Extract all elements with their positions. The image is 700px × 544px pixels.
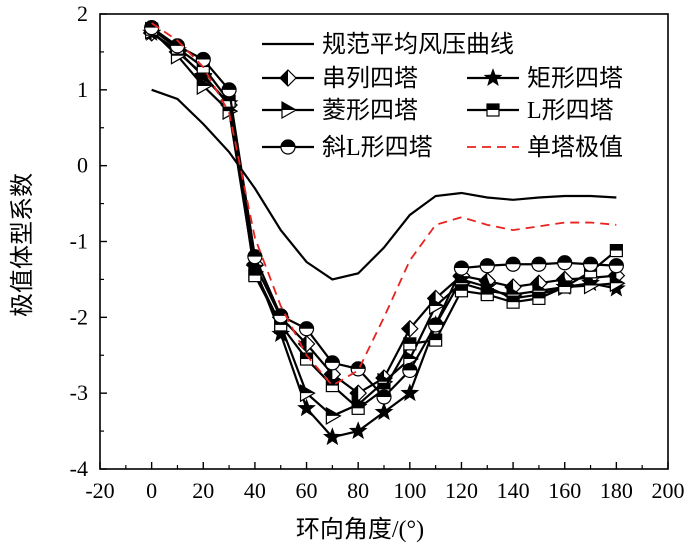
x-tick-label: 100: [393, 478, 426, 503]
series-layer: [142, 20, 626, 446]
data-point-fill: [403, 351, 418, 360]
legend-entry: 斜L形四塔: [262, 134, 433, 161]
x-tick-label: 0: [146, 478, 157, 503]
data-point-fill: [558, 281, 571, 287]
tick-layer: -20 0 20 40 60 80 100 120 140 160 180 200 -4 -3 -2 -1 0 1…: [70, 1, 685, 503]
y-tick-label: -4: [70, 456, 88, 481]
data-point: [374, 402, 394, 421]
y-tick-label: -1: [70, 229, 88, 254]
data-point-fill: [403, 337, 416, 344]
data-point-fill: [247, 249, 262, 257]
x-tick-label: 20: [192, 478, 214, 503]
legend-label: 矩形四塔: [527, 65, 623, 92]
data-point: [400, 383, 420, 402]
series-0: [151, 88, 617, 281]
x-tick-label: 180: [600, 478, 633, 503]
data-point-fill: [610, 244, 623, 251]
legend-entry: 串列四塔: [262, 65, 418, 92]
legend-label: 斜L形四塔: [322, 134, 433, 161]
data-point-fill: [351, 361, 366, 369]
data-point: [348, 421, 368, 440]
data-point-fill: [300, 385, 315, 394]
data-point-fill: [324, 366, 333, 383]
legend-entry: 单塔极值: [467, 134, 623, 161]
data-point-fill: [428, 317, 443, 325]
data-point: [297, 398, 316, 417]
y-tick-label: 2: [77, 1, 88, 26]
data-point-fill: [557, 255, 572, 263]
data-point-fill: [326, 407, 341, 416]
data-point-fill: [352, 402, 365, 409]
data-point-fill: [455, 284, 468, 291]
data-point-fill: [196, 52, 211, 60]
y-tick-label: -2: [70, 304, 88, 329]
data-point-fill: [584, 277, 599, 286]
x-tick-label: 80: [347, 478, 369, 503]
data-point-fill: [429, 297, 444, 306]
data-point-fill: [506, 257, 521, 265]
legend-label: 串列四塔: [322, 65, 418, 92]
legend-label: 菱形四塔: [322, 97, 418, 124]
legend-label: L形四塔: [527, 97, 614, 124]
x-tick-label: 140: [497, 478, 530, 503]
data-point-fill: [197, 78, 212, 87]
data-point-fill: [507, 286, 522, 295]
data-point-fill: [350, 385, 359, 402]
legend-entry: 菱形四塔: [262, 97, 418, 124]
legend-entry: 规范平均风压曲线: [262, 31, 514, 58]
data-point-fill: [401, 320, 410, 337]
data-point-fill: [531, 257, 546, 265]
y-tick-label: 0: [77, 153, 88, 178]
legend-marker-fill: [281, 140, 295, 147]
x-tick-label: 40: [244, 478, 266, 503]
series-line: [151, 88, 617, 281]
data-point-fill: [454, 261, 469, 269]
x-axis-title: 环向角度/(°): [296, 516, 424, 543]
data-point-fill: [532, 292, 545, 299]
data-point-fill: [222, 82, 237, 90]
legend-marker: [483, 68, 503, 86]
data-point-fill: [326, 379, 339, 386]
data-point-fill: [455, 275, 470, 284]
x-tick-label: 120: [445, 478, 478, 503]
data-point-fill: [532, 282, 547, 291]
x-tick-label: -20: [85, 478, 114, 503]
data-point-fill: [429, 334, 442, 341]
data-point-fill: [610, 275, 625, 284]
y-tick-label: -3: [70, 380, 88, 405]
y-tick-label: 1: [77, 77, 88, 102]
data-point-fill: [583, 257, 598, 265]
series-line: [151, 22, 617, 387]
legend-entry: 矩形四塔: [467, 65, 623, 92]
x-tick-label: 60: [296, 478, 318, 503]
data-point-fill: [480, 258, 495, 266]
series-5: [144, 20, 624, 405]
legend-marker-fill: [280, 70, 288, 86]
data-point-fill: [223, 95, 236, 102]
data-point-fill: [299, 321, 314, 329]
legend-label: 单塔极值: [527, 134, 623, 161]
data-point-fill: [507, 296, 520, 303]
data-point-fill: [609, 258, 624, 266]
series-6: [151, 22, 617, 387]
data-point-fill: [378, 383, 390, 390]
legend-marker-fill: [282, 102, 296, 110]
legend-label: 规范平均风压曲线: [322, 31, 514, 58]
data-point-fill: [325, 355, 340, 363]
data-point: [322, 427, 342, 446]
y-axis-title: 极值体型系数: [9, 173, 36, 317]
data-point-fill: [402, 363, 417, 371]
x-tick-label: 160: [548, 478, 581, 503]
legend-marker-fill: [487, 104, 499, 110]
x-tick-label: 200: [652, 478, 685, 503]
legend-entry: L形四塔: [467, 97, 614, 124]
data-point-fill: [248, 269, 261, 276]
data-point-fill: [377, 389, 391, 397]
data-point-fill: [298, 335, 307, 352]
data-point-fill: [481, 288, 494, 295]
